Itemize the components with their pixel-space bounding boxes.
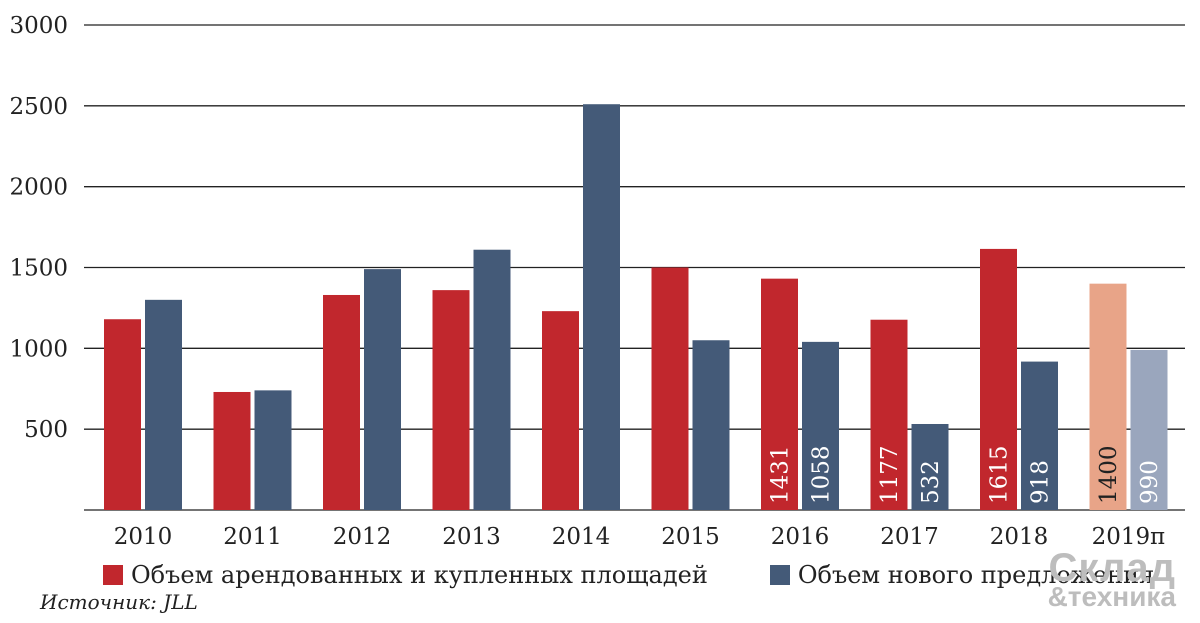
x-tick-label: 2011 bbox=[223, 524, 282, 550]
data-label: 532 bbox=[918, 460, 944, 504]
data-label: 990 bbox=[1137, 460, 1163, 504]
bar-leased-2015 bbox=[651, 267, 689, 510]
legend-label-leased: Объем арендованных и купленных площадей bbox=[131, 561, 708, 589]
y-tick-label: 2000 bbox=[9, 175, 68, 201]
x-tick-label: 2013 bbox=[442, 524, 501, 550]
data-label: 1400 bbox=[1096, 445, 1122, 504]
y-tick-label: 500 bbox=[24, 417, 68, 443]
bar-leased-2013 bbox=[432, 290, 470, 510]
bar-new-supply-2011 bbox=[254, 390, 292, 510]
bar-leased-2018 bbox=[980, 248, 1017, 511]
data-label: 1615 bbox=[987, 445, 1013, 504]
bar-new-supply-2017 bbox=[911, 423, 949, 510]
y-tick-label: 3000 bbox=[9, 13, 68, 39]
x-tick-label: 2016 bbox=[771, 524, 830, 550]
bar-new-supply-2016 bbox=[802, 341, 839, 510]
data-label: 1431 bbox=[768, 445, 794, 504]
watermark-logo: Склад &техника bbox=[1047, 546, 1176, 613]
x-tick-label: 2012 bbox=[333, 524, 392, 550]
y-tick-label: 1500 bbox=[9, 256, 68, 282]
y-tick-label: 2500 bbox=[9, 94, 68, 120]
bar-new-supply-2015 bbox=[692, 340, 730, 510]
bar-leased-2019п bbox=[1089, 283, 1127, 510]
bar-new-supply-2019п bbox=[1130, 349, 1168, 510]
legend-item-leased: Объем арендованных и купленных площадей bbox=[103, 561, 708, 589]
y-tick-label: 1000 bbox=[9, 336, 68, 362]
legend-swatch-new-supply bbox=[769, 565, 790, 585]
watermark-line1: Склад bbox=[1048, 546, 1176, 591]
legend-label-new-supply: Объем нового предложения bbox=[797, 561, 1155, 589]
x-tick-label: 2014 bbox=[552, 524, 611, 550]
bar-leased-2011 bbox=[213, 391, 251, 510]
bar-new-supply-2012 bbox=[364, 269, 401, 510]
bar-leased-2017 bbox=[870, 319, 908, 510]
bar-leased-2014 bbox=[542, 311, 579, 510]
x-tick-label: 2019п bbox=[1092, 524, 1166, 550]
bar-new-supply-2014 bbox=[583, 104, 620, 510]
bar-leased-2016 bbox=[761, 278, 798, 510]
x-tick-label: 2018 bbox=[990, 524, 1049, 550]
data-label: 1177 bbox=[877, 445, 903, 504]
bar-leased-2012 bbox=[323, 294, 360, 510]
x-tick-label: 2015 bbox=[661, 524, 720, 550]
bar-new-supply-2018 bbox=[1021, 361, 1058, 510]
watermark-line2: &техника bbox=[1047, 581, 1176, 613]
x-tick-label: 2010 bbox=[114, 524, 173, 550]
data-label: 1058 bbox=[809, 445, 835, 504]
bar-new-supply-2013 bbox=[473, 249, 511, 510]
bar-leased-2010 bbox=[104, 319, 141, 510]
legend-swatch-leased bbox=[103, 565, 123, 585]
bar-new-supply-2010 bbox=[145, 299, 182, 510]
data-label: 918 bbox=[1028, 460, 1054, 504]
legend: Объем арендованных и купленных площадей … bbox=[103, 561, 1200, 589]
source-note: Источник: JLL bbox=[40, 590, 198, 614]
x-tick-label: 2017 bbox=[880, 524, 939, 550]
legend-item-new-supply: Объем нового предложения bbox=[769, 561, 1155, 589]
